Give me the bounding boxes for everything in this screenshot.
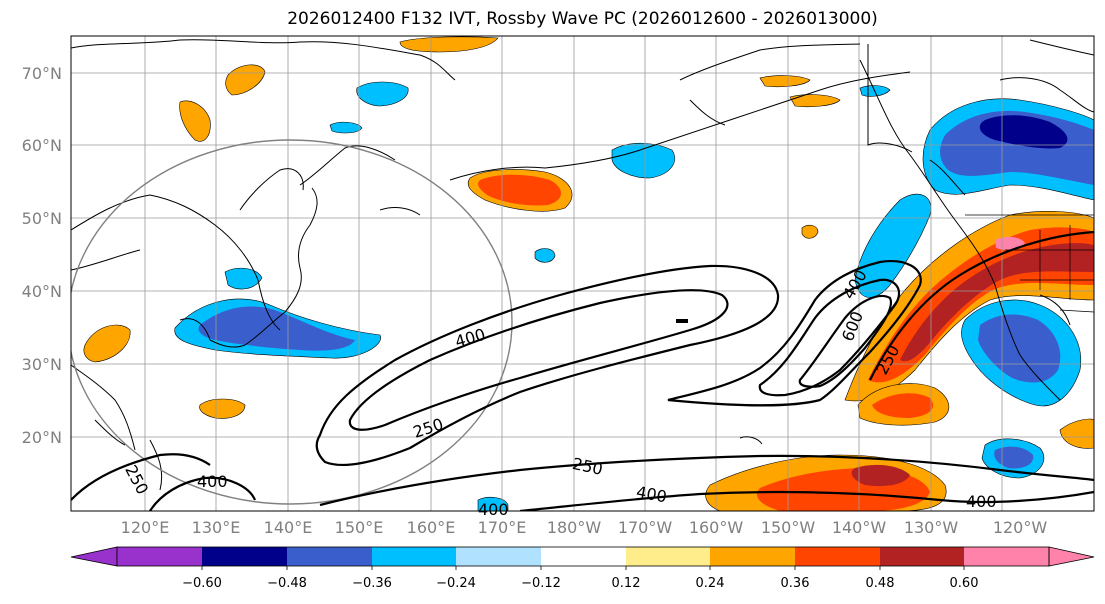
- lon-label: 160°W: [689, 518, 744, 537]
- lat-label: 70°N: [22, 64, 62, 83]
- lat-label: 60°N: [22, 136, 62, 155]
- colorbar-tick-label: −0.12: [521, 576, 561, 591]
- map-frame: [70, 35, 1095, 512]
- lat-label: 50°N: [22, 209, 62, 228]
- contour-label: 400: [478, 500, 509, 519]
- colorbar-swatch: [372, 547, 456, 566]
- shaded-anomalies: [83, 36, 1094, 511]
- colorbar-swatch: [456, 547, 541, 566]
- anomaly-plume-inner: [900, 243, 1094, 362]
- political-borders: [965, 214, 1094, 313]
- colorbar-tick-label: −0.24: [436, 576, 476, 591]
- lat-label: 20°N: [22, 428, 62, 447]
- lon-label: 120°E: [121, 518, 170, 537]
- colorbar-swatch: [626, 547, 710, 566]
- anomaly-pos-china: [83, 324, 131, 363]
- colorbar-tick-label: −0.48: [267, 576, 307, 591]
- contour-400-s2: [519, 490, 1094, 511]
- lon-label: 130°E: [192, 518, 241, 537]
- anomaly-neg-japan-core: [198, 306, 355, 351]
- contour-250-east: [667, 260, 922, 407]
- map-panel: [70, 35, 1095, 512]
- range-circle: [71, 139, 513, 505]
- anomaly-neg-small-2: [329, 121, 363, 134]
- ivt-contours: [71, 230, 1094, 511]
- contour-250-sw: [869, 230, 1094, 381]
- lon-label: 150°W: [761, 518, 816, 537]
- anomaly-pos-arctic: [399, 36, 499, 53]
- lat-label: 40°N: [22, 282, 62, 301]
- colorbar-swatch: [287, 547, 372, 566]
- colorbar-extend-low: [70, 546, 118, 567]
- anomaly-pos-okhotsk: [179, 100, 211, 142]
- colorbar-frame: [116, 546, 1050, 567]
- gridlines: [71, 36, 1094, 511]
- latitude-axis: 70°N 60°N 50°N 40°N 30°N 20°N: [22, 64, 62, 447]
- longitude-axis: 120°E 130°E 140°E 150°E 160°E 170°E 180°…: [121, 518, 1048, 537]
- lon-label: 160°E: [407, 518, 456, 537]
- lon-label: 140°E: [264, 518, 313, 537]
- colorbar-tick-label: 0.12: [612, 576, 641, 591]
- contour-label: 400: [966, 492, 997, 511]
- lon-label: 140°W: [832, 518, 887, 537]
- colorbar-tick-label: −0.36: [352, 576, 392, 591]
- anomaly-pos-philippine: [199, 398, 246, 419]
- coastlines: [71, 39, 1094, 491]
- lon-label: 150°E: [335, 518, 384, 537]
- anomaly-neg-bering: [611, 142, 676, 179]
- colorbar-swatch: [880, 547, 964, 566]
- lon-label: 170°W: [618, 518, 673, 537]
- lat-label: 30°N: [22, 355, 62, 374]
- colorbar-swatch: [117, 547, 202, 566]
- contour-250-main: [315, 264, 780, 466]
- colorbar-tick-label: 0.36: [781, 576, 810, 591]
- colorbar-tick-label: 0.24: [696, 576, 725, 591]
- anomaly-pos-small-4: [801, 224, 819, 239]
- lon-label: 120°W: [993, 518, 1048, 537]
- anomaly-neg-small-1: [534, 248, 556, 263]
- anomaly-pos-hawaii-se: [1059, 418, 1094, 449]
- contour-400-sw: [149, 476, 257, 511]
- anomaly-neg-southwest-core: [978, 314, 1061, 383]
- colorbar-swatch: [964, 547, 1049, 566]
- colorbar-extend-high: [1048, 546, 1095, 567]
- lon-label: 130°W: [904, 518, 959, 537]
- colorbar-swatch: [202, 547, 287, 566]
- anomaly-neg-small-5: [224, 267, 263, 290]
- anomaly-pos-alaska: [759, 75, 811, 88]
- contour-400-east: [758, 278, 901, 397]
- anomaly-pos-mid-core: [872, 393, 934, 418]
- contour-400-main: [348, 289, 729, 431]
- anomaly-neg-south-core: [994, 446, 1034, 469]
- contour-250-s2: [319, 454, 1094, 507]
- anomaly-neg-coast: [854, 193, 932, 298]
- anomaly-neg-arctic: [356, 81, 409, 107]
- map-title: 2026012400 F132 IVT, Rossby Wave PC (202…: [287, 9, 878, 29]
- lon-label: 180°W: [547, 518, 602, 537]
- anomaly-pos-siberia: [225, 64, 266, 96]
- colorbar-tick-label: −0.60: [182, 576, 222, 591]
- colorbar-tick-label: 0.60: [950, 576, 979, 591]
- contour-label: 400: [197, 472, 228, 491]
- contour-250-south: [71, 453, 211, 501]
- colorbar-tick-marks: [201, 566, 965, 570]
- lon-label: 170°E: [478, 518, 527, 537]
- anomaly-pos-north-core: [478, 174, 562, 206]
- anomaly-pos-south-inner: [851, 464, 910, 487]
- contour-600-east: [798, 294, 893, 388]
- colorbar-swatch: [795, 547, 880, 566]
- colorbar-swatch: [710, 547, 795, 566]
- colorbar: −0.60 −0.48 −0.36 −0.24 −0.12 0.12 0.24 …: [70, 546, 1095, 591]
- colorbar-tick-label: 0.48: [866, 576, 895, 591]
- colorbar-swatch: [541, 547, 626, 566]
